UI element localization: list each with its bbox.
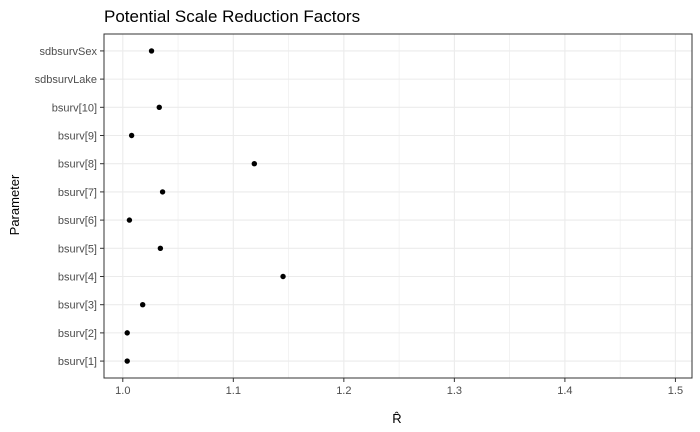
x-tick-label: 1.4 [557, 385, 572, 397]
y-tick-label: bsurv[5] [58, 243, 97, 255]
plot-panel [103, 33, 693, 379]
data-point [156, 104, 162, 111]
y-tick-label: bsurv[8] [58, 159, 97, 171]
data-point [139, 301, 146, 308]
x-tick-label: 1.2 [336, 385, 351, 397]
y-tick-label: bsurv[4] [58, 271, 97, 283]
x-tick-label: 1.3 [447, 385, 462, 397]
data-point [148, 48, 155, 54]
data-point [124, 358, 130, 364]
x-axis-title: R̂ [392, 411, 401, 426]
data-point [280, 273, 286, 280]
y-tick-label: bsurv[2] [58, 328, 97, 340]
x-tick-label: 1.1 [226, 385, 241, 397]
y-tick-label: bsurv[9] [58, 131, 97, 143]
x-tick-label: 1.0 [115, 385, 130, 397]
y-tick-label: bsurv[10] [52, 102, 97, 114]
chart-title: Potential Scale Reduction Factors [104, 7, 360, 26]
x-tick-label: 1.5 [668, 385, 683, 397]
data-point [157, 245, 164, 251]
panel-border [103, 33, 693, 379]
y-tick-label: bsurv[7] [58, 187, 97, 199]
y-tick-label: sdbsurvSex [40, 46, 98, 58]
panel-background [104, 34, 692, 378]
y-tick-label: bsurv[1] [58, 356, 97, 368]
data-point [159, 189, 166, 195]
y-tick-label: bsurv[3] [58, 300, 97, 312]
y-tick-label: bsurv[6] [58, 215, 97, 227]
data-point [128, 132, 135, 139]
data-point [251, 161, 258, 167]
y-tick-label: sdbsurvLake [35, 74, 97, 86]
data-point [126, 217, 133, 223]
y-axis-title: Parameter [7, 174, 22, 235]
data-point [124, 330, 130, 336]
